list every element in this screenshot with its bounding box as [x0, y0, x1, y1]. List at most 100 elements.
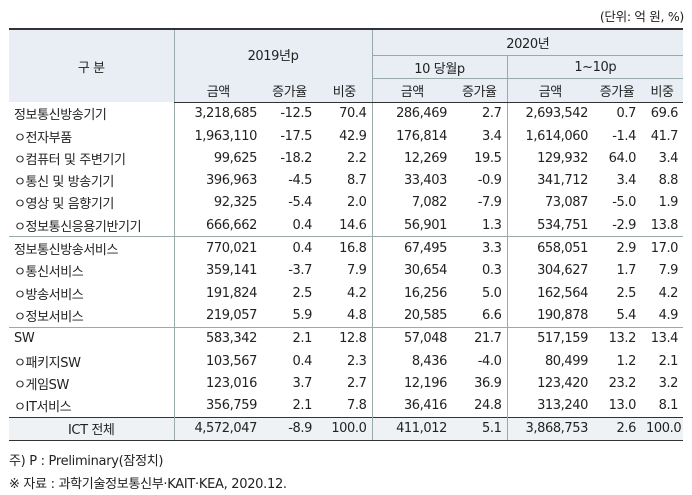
table-row: ㅇ패키지SW 103,567 0.4 2.3 8,436 -4.0 80,499 1.2 2.1	[9, 349, 683, 373]
cell-value: -5.4	[288, 195, 312, 211]
cell-value: 2,693,542	[506, 102, 594, 125]
row-label: ㅇ통신 및 방송기기	[14, 175, 114, 191]
total-row: ICT 전체 4,572,047 -8.9 100.0 411,012 5.1 3,868,…	[9, 416, 684, 442]
cell-value: 658,051	[506, 236, 594, 260]
cell-value: 176,814	[371, 124, 453, 148]
cell-value: 123,420	[506, 372, 594, 395]
table-row: ㅇIT서비스 356,759 2.1 7.8 36,416 24.8 313,240 13.0…	[9, 394, 683, 418]
cell-value: 5.9	[292, 307, 313, 323]
cell-value: 4.8	[347, 307, 367, 323]
table-row: SW 583,342 2.1 12.8 57,048 21.7 517,159 13.2 13.…	[9, 326, 684, 350]
cell-value: 24.8	[474, 398, 502, 414]
cell-value: 3.4	[616, 173, 637, 189]
cell-value: 2.6	[593, 416, 642, 442]
cell-value: 36.9	[474, 375, 502, 391]
cell-value: 517,159	[506, 326, 594, 350]
cell-value: 666,662	[173, 214, 262, 237]
cell-value: 2.2	[347, 150, 367, 166]
cell-value: 8,436	[371, 349, 453, 373]
row-label: ㅇ정보서비스	[14, 309, 84, 325]
row-label: 정보통신방송서비스	[9, 236, 174, 260]
cell-value: 0.4	[292, 353, 313, 369]
table-row: ㅇ게임SW 123,016 3.7 2.7 12,196 36.9 123,420 23.2 3…	[9, 372, 683, 395]
cell-value: 1,614,060	[506, 124, 594, 148]
cell-value: 341,712	[506, 169, 594, 192]
cell-value: -3.7	[288, 263, 312, 279]
header-year-2019: 2019년p	[173, 29, 373, 79]
table-header: 구 분 2019년p 2020년 10 당월p 1~10p 금액 증가율 비중 …	[9, 29, 684, 103]
table-row: ㅇ통신서비스 359,141 -3.7 7.9 30,654 0.3 304,627 1.7 7…	[9, 259, 683, 282]
cell-value: 5.0	[482, 285, 502, 301]
cell-value: 2.7	[347, 375, 367, 391]
cell-value: 3.7	[292, 375, 313, 391]
cell-value: 13.2	[593, 326, 642, 350]
cell-value: 2.1	[658, 353, 679, 369]
cell-value: -8.9	[262, 416, 317, 442]
cell-value: 2.1	[262, 326, 317, 350]
cell-value: 0.4	[292, 217, 313, 233]
header-growth-jan-oct: 증가율	[593, 78, 642, 103]
cell-value: 2.7	[482, 106, 502, 122]
cell-value: -4.0	[477, 353, 502, 369]
cell-value: 2.5	[292, 285, 313, 301]
note-source: ※ 자료 : 과학기술정보통신부·KAIT·KEA, 2020.12.	[9, 477, 287, 492]
header-oct-month: 10 당월p	[371, 55, 508, 80]
row-label: ㅇ컴퓨터 및 주변기기	[14, 152, 126, 168]
cell-value: 19.5	[474, 150, 502, 166]
row-label: SW	[9, 326, 174, 350]
cell-value: 0.7	[616, 106, 637, 122]
header-amount-2019: 금액	[173, 78, 262, 103]
table-row: 정보통신방송기기 3,218,685 -12.5 70.4 286,469 2.7 2,69…	[9, 102, 683, 125]
cell-value: 17.0	[641, 236, 684, 260]
header-amount-jan-oct: 금액	[506, 78, 594, 103]
row-label: 정보통신방송기기	[14, 107, 107, 123]
cell-value: -1.4	[612, 128, 637, 144]
header-amount-oct: 금액	[371, 78, 453, 103]
cell-value: 5.1	[452, 416, 508, 442]
cell-value: 356,759	[173, 394, 262, 418]
cell-value: 21.7	[452, 326, 508, 350]
cell-value: 534,751	[506, 214, 594, 237]
cell-value: 219,057	[173, 304, 262, 328]
cell-value: 7.9	[658, 263, 679, 279]
cell-value: 12.8	[317, 326, 373, 350]
cell-value: 3.3	[452, 236, 508, 260]
cell-value: 190,878	[506, 304, 594, 328]
cell-value: -12.5	[280, 106, 312, 122]
cell-value: 13.0	[608, 398, 637, 414]
cell-value: 3,218,685	[173, 102, 262, 125]
cell-value: 583,342	[173, 326, 262, 350]
cell-value: -4.5	[288, 173, 312, 189]
unit-label: (단위: 억 원, %)	[599, 9, 684, 24]
cell-value: 92,325	[173, 191, 262, 215]
cell-value: 2.3	[347, 353, 367, 369]
cell-value: 14.6	[339, 217, 367, 233]
cell-value: 162,564	[506, 281, 594, 305]
cell-value: 12,269	[371, 147, 453, 170]
cell-value: 57,048	[371, 326, 453, 350]
cell-value: 2.1	[292, 398, 313, 414]
row-label: ㅇ게임SW	[14, 377, 69, 393]
cell-value: 1.9	[658, 195, 679, 211]
cell-value: 16,256	[371, 281, 453, 305]
table-row: ㅇ컴퓨터 및 주변기기 99,625 -18.2 2.2 12,269 19.5 129,9…	[9, 147, 683, 170]
row-label: ㅇ정보통신응용기반기기	[14, 219, 142, 235]
row-label: ㅇ전자부품	[14, 130, 72, 146]
cell-value: 103,567	[173, 349, 262, 373]
cell-value: 56,901	[371, 214, 453, 237]
cell-value: 4.9	[658, 307, 679, 323]
cell-value: 99,625	[173, 147, 262, 170]
cell-value: 129,932	[506, 147, 594, 170]
cell-value: 1,963,110	[173, 124, 262, 148]
table-row: ㅇ통신 및 방송기기 396,963 -4.5 8.7 33,403 -0.9 341,71…	[9, 169, 683, 192]
cell-value: 3.2	[658, 375, 679, 391]
cell-value: 30,654	[371, 259, 453, 282]
row-label: ㅇ영상 및 음향기기	[14, 197, 114, 213]
cell-value: -2.9	[612, 217, 637, 233]
header-growth-oct: 증가율	[452, 78, 508, 103]
cell-value: 1.7	[616, 263, 637, 279]
cell-value: 41.7	[650, 128, 679, 144]
cell-value: 100.0	[317, 416, 373, 442]
cell-value: 64.0	[608, 150, 637, 166]
cell-value: 36,416	[371, 394, 453, 418]
